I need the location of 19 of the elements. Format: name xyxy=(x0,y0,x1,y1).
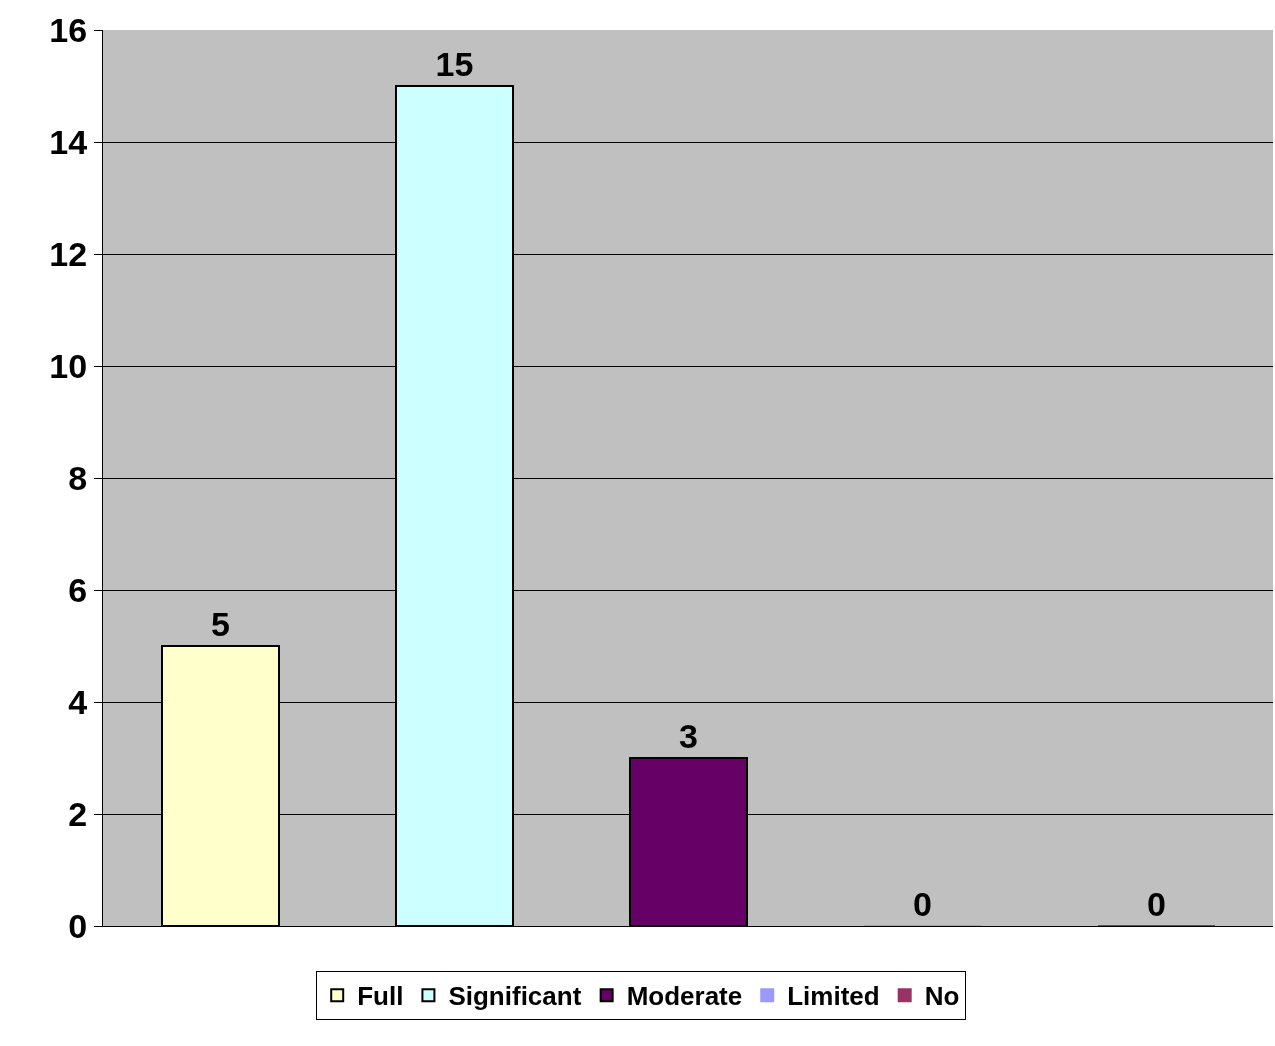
y-tick-label: 2 xyxy=(68,794,88,833)
legend-label: Limited xyxy=(787,981,880,1012)
data-label: 3 xyxy=(679,717,698,755)
data-label: 5 xyxy=(211,605,230,643)
y-tick-label: 6 xyxy=(68,570,88,609)
data-label: 15 xyxy=(435,45,474,83)
y-tick-label: 16 xyxy=(49,10,88,49)
y-tick-label: 12 xyxy=(49,234,88,273)
legend-label: No xyxy=(924,981,960,1012)
y-tick-label: 8 xyxy=(68,458,88,497)
y-tick-label: 0 xyxy=(68,906,88,945)
y-tick-label: 4 xyxy=(68,682,88,721)
legend-label: Moderate xyxy=(626,981,743,1012)
y-tick-label: 10 xyxy=(49,346,88,385)
legend-label: Full xyxy=(357,981,404,1012)
y-tick-label: 14 xyxy=(49,122,88,161)
legend-label: Significant xyxy=(448,981,582,1012)
data-label: 0 xyxy=(913,885,932,923)
data-label: 0 xyxy=(1147,885,1166,923)
